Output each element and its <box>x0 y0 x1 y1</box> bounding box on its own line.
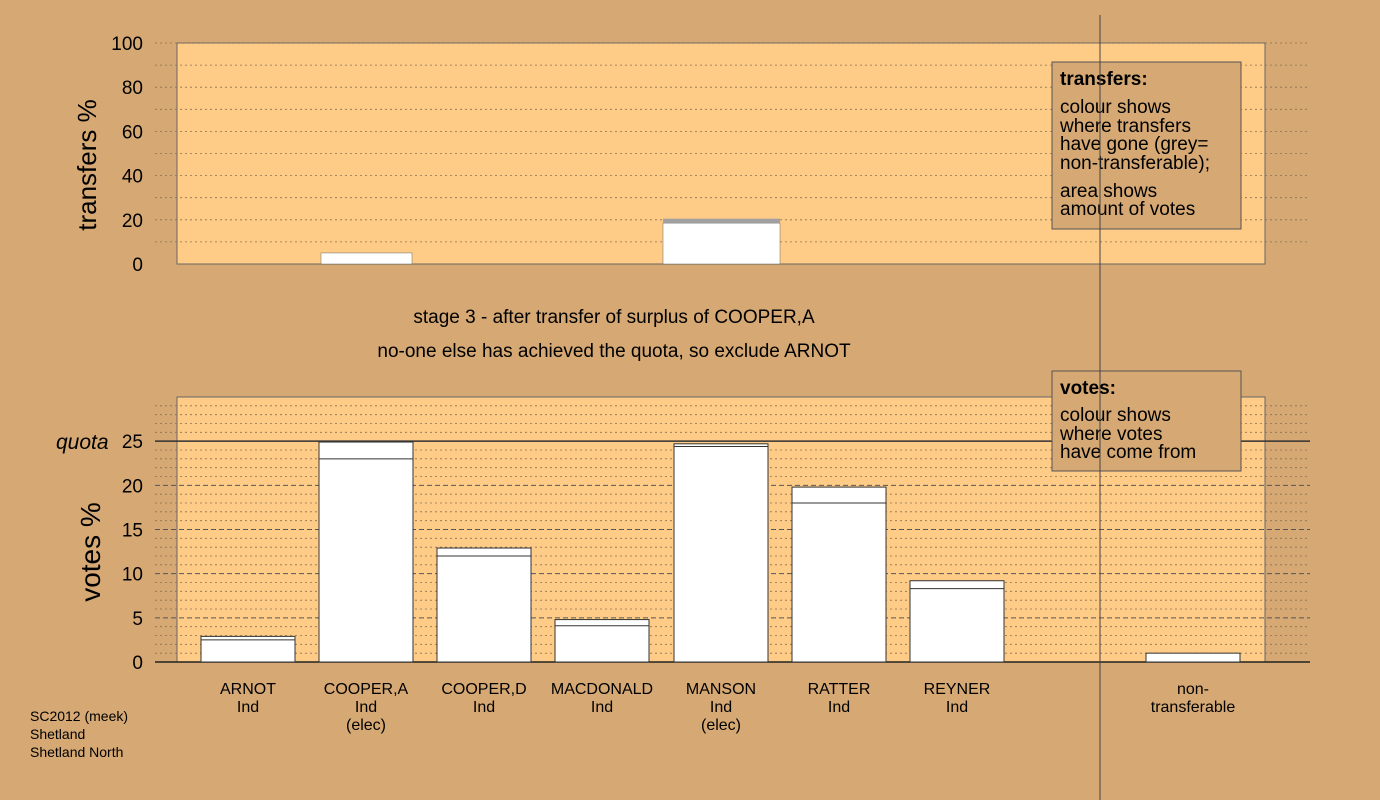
y-tick-label: 20 <box>122 211 143 232</box>
quota-label: quota <box>56 431 109 454</box>
category-label-line: (elec) <box>346 717 386 734</box>
svg-text:colour shows: colour shows <box>1060 97 1171 118</box>
transfers-axis-label: transfers % <box>72 99 102 231</box>
vote-bar <box>554 619 650 663</box>
category-label: non-transferable <box>1151 681 1236 716</box>
votes-legend-box <box>1051 370 1242 472</box>
category-label-line: (elec) <box>701 717 741 734</box>
vote-bar <box>436 547 532 663</box>
votes-legend-title: votes: <box>1060 378 1116 399</box>
category-label-line: Ind <box>355 699 377 716</box>
category-label-line: Ind <box>473 699 495 716</box>
y-tick-label: 0 <box>132 653 143 674</box>
transfer-bar <box>662 222 781 265</box>
y-tick-label: 15 <box>122 521 143 542</box>
y-tick-label: 10 <box>122 565 143 586</box>
svg-text:have gone (grey=: have gone (grey= <box>1060 134 1208 155</box>
svg-text:area shows: area shows <box>1060 181 1157 202</box>
transfer-bar <box>320 252 413 265</box>
y-tick-label: 5 <box>132 609 143 630</box>
category-label-line: COOPER,A <box>324 681 409 698</box>
footer-line: SC2012 (meek) <box>30 708 128 724</box>
category-label-line: COOPER,D <box>441 681 526 698</box>
y-tick-label: 100 <box>111 34 143 55</box>
category-label-line: Ind <box>237 699 259 716</box>
footer: SC2012 (meek) Shetland Shetland North <box>30 708 128 760</box>
svg-text:non-transferable);: non-transferable); <box>1060 153 1210 174</box>
category-label-line: Ind <box>946 699 968 716</box>
vote-bar <box>909 580 1005 663</box>
votes-legend-text: colour shows where votes have come from <box>1059 405 1196 463</box>
svg-text:where votes: where votes <box>1059 424 1162 445</box>
stage-subtitle: no-one else has achieved the quota, so e… <box>377 341 851 362</box>
y-tick-label: 25 <box>122 432 143 453</box>
y-tick-label: 80 <box>122 78 143 99</box>
category-label-line: MANSON <box>686 681 756 698</box>
transfers-legend-box <box>1051 61 1242 230</box>
category-label-line: RATTER <box>808 681 871 698</box>
category-label-line: MACDONALD <box>551 681 653 698</box>
svg-text:have come from: have come from <box>1060 442 1196 463</box>
transfers-legend-title: transfers: <box>1060 69 1148 90</box>
y-tick-label: 20 <box>122 476 143 497</box>
votes-axis-label: votes % <box>75 502 106 602</box>
stage-title: stage 3 - after transfer of surplus of C… <box>413 307 815 328</box>
category-label-line: ARNOT <box>220 681 276 698</box>
svg-text:colour shows: colour shows <box>1060 405 1171 426</box>
svg-text:amount of votes: amount of votes <box>1060 199 1195 220</box>
vote-bar <box>673 443 769 663</box>
footer-line: Shetland <box>30 726 85 742</box>
category-label-line: Ind <box>591 699 613 716</box>
vote-bar <box>1145 652 1241 663</box>
category-label-line: REYNER <box>924 681 991 698</box>
transfers-legend-text: colour shows where transfers have gone (… <box>1059 97 1210 220</box>
category-label-line: Ind <box>710 699 732 716</box>
vote-bar <box>200 635 296 663</box>
nontransferable-segment <box>663 218 780 224</box>
footer-line: Shetland North <box>30 744 123 760</box>
y-tick-label: 0 <box>132 255 143 276</box>
y-tick-label: 60 <box>122 122 143 143</box>
category-label-line: non- <box>1177 681 1209 698</box>
svg-text:where transfers: where transfers <box>1059 116 1191 137</box>
category-label-line: transferable <box>1151 699 1236 716</box>
vote-bar <box>791 486 887 663</box>
y-tick-label: 40 <box>122 167 143 188</box>
vote-bar <box>318 441 414 663</box>
category-label-line: Ind <box>828 699 850 716</box>
